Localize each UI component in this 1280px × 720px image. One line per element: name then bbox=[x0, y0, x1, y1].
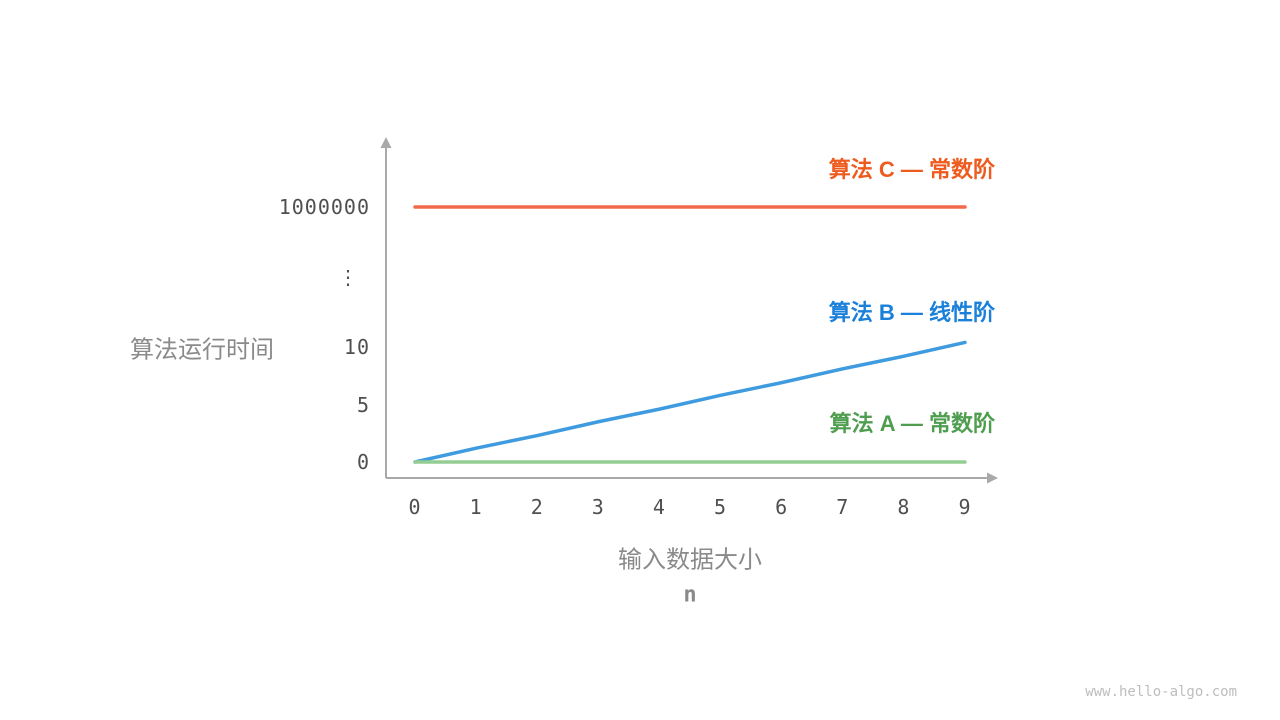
y-tick-label: 5 bbox=[356, 393, 370, 417]
x-tick-label: 8 bbox=[897, 495, 911, 519]
x-tick-label: 0 bbox=[408, 495, 422, 519]
y-tick-label: 0 bbox=[356, 450, 370, 474]
x-axis-arrow-icon bbox=[987, 472, 998, 484]
series-label-algorithm-C: 算法 C — 常数阶 bbox=[828, 157, 995, 182]
x-tick-label: 4 bbox=[652, 495, 666, 519]
x-tick-label: 6 bbox=[775, 495, 789, 519]
x-tick-label: 2 bbox=[530, 495, 544, 519]
x-axis-variable: n bbox=[683, 582, 697, 608]
series-line-algorithm-B bbox=[413, 340, 967, 464]
x-tick-label: 1 bbox=[469, 495, 483, 519]
x-tick-label: 7 bbox=[836, 495, 850, 519]
series-label-algorithm-B: 算法 B — 线性阶 bbox=[828, 300, 995, 325]
x-tick-label: 3 bbox=[591, 495, 605, 519]
watermark: www.hello-algo.com bbox=[1085, 684, 1237, 700]
y-tick-label: 1000000 bbox=[278, 195, 370, 219]
x-axis-title: 输入数据大小 bbox=[618, 546, 762, 574]
y-tick-label: ⋮ bbox=[338, 265, 359, 289]
y-axis-title: 算法运行时间 bbox=[130, 336, 274, 364]
y-tick-label: 10 bbox=[343, 335, 370, 359]
x-tick-label: 5 bbox=[714, 495, 728, 519]
series-label-algorithm-A: 算法 A — 常数阶 bbox=[829, 411, 995, 436]
y-axis-arrow-icon bbox=[380, 137, 392, 148]
x-tick-label: 9 bbox=[958, 495, 972, 519]
